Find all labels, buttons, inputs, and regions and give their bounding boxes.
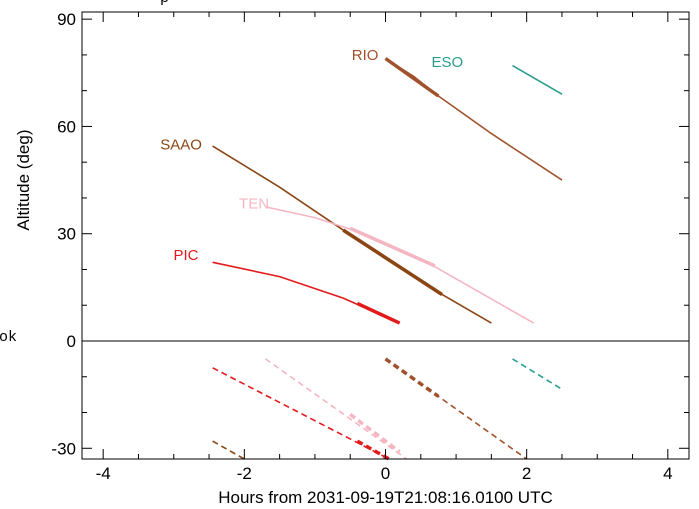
- x-tick-label: -2: [237, 464, 252, 483]
- series-pic-below-thick: [356, 439, 390, 461]
- series-rio-above-thick: [384, 57, 440, 98]
- x-tick-label: 0: [381, 464, 390, 483]
- y-tick-label: 30: [57, 225, 76, 244]
- series-label-rio: RIO: [352, 47, 379, 64]
- series-label-pic: PIC: [173, 247, 198, 264]
- series-saao-above-thick: [342, 228, 443, 296]
- clipped-left-text: ok: [0, 329, 17, 346]
- series-layer: [212, 57, 563, 461]
- series-label-saao: SAAO: [160, 136, 202, 153]
- series-saao-below: [212, 440, 245, 460]
- clipped-top-text: p: [160, 0, 169, 7]
- labels-layer: RIO ESO SAAO TEN PIC: [160, 47, 463, 264]
- series-rio-below-thick: [384, 357, 440, 398]
- series-pic-above-thick: [356, 301, 401, 325]
- y-tick-label: 0: [67, 332, 76, 351]
- series-label-ten: TEN: [239, 195, 269, 212]
- axes-layer: -4 -2 0 2 4 -30 0 30 60 90 Hours from 2031-09-19T2…: [14, 10, 690, 507]
- series-eso-above: [512, 64, 563, 95]
- x-tick-label: 2: [522, 464, 531, 483]
- y-tick-label: 90: [57, 10, 76, 29]
- y-tick-label: -30: [51, 439, 76, 458]
- x-tick-label: -4: [96, 464, 111, 483]
- y-tick-label: 60: [57, 117, 76, 136]
- x-axis-label: Hours from 2031-09-19T21:08:16.0100 UTC: [218, 488, 553, 507]
- y-axis-label: Altitude (deg): [14, 130, 33, 231]
- series-ten-below: [265, 358, 408, 460]
- series-ten-above-thick: [349, 226, 436, 268]
- series-ten-below-thick: [349, 412, 401, 454]
- series-label-eso: ESO: [431, 54, 463, 71]
- x-tick-label: 4: [663, 464, 672, 483]
